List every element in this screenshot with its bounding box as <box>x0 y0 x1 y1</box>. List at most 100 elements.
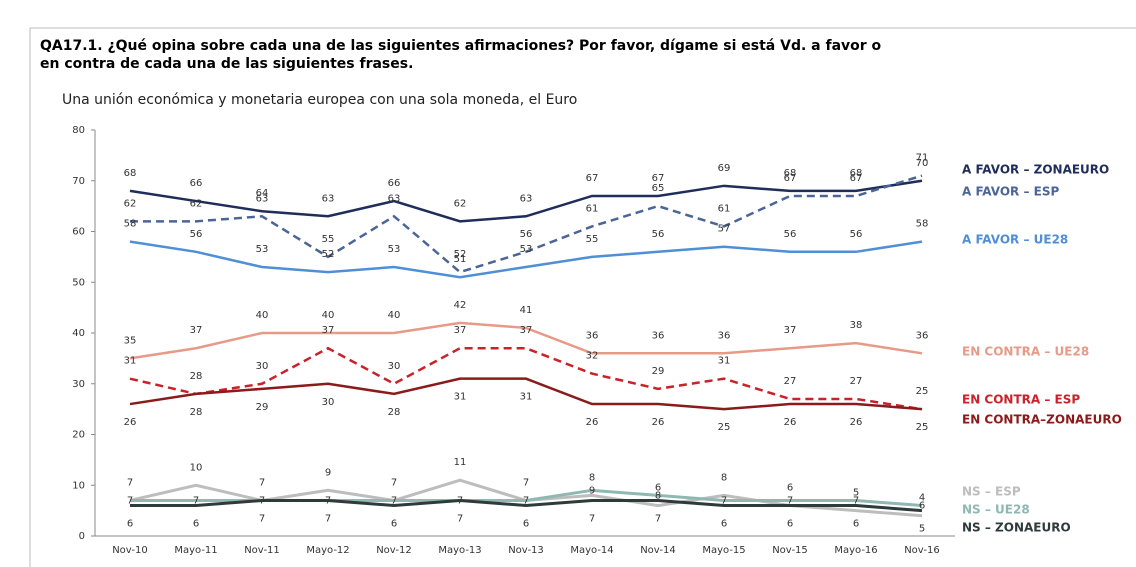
data-label: 51 <box>454 254 467 265</box>
data-label: 26 <box>850 417 863 428</box>
data-label: 62 <box>124 198 137 209</box>
data-label: 40 <box>388 310 401 321</box>
data-label: 7 <box>325 513 331 524</box>
x-tick-label: Mayo-16 <box>834 545 877 556</box>
data-label: 7 <box>589 513 595 524</box>
data-label: 29 <box>256 402 269 413</box>
legend-label: A FAVOR – UE28 <box>962 233 1068 247</box>
data-label: 7 <box>523 495 529 506</box>
y-tick-label: 50 <box>72 277 85 288</box>
y-tick-label: 70 <box>72 176 85 187</box>
data-label: 7 <box>127 477 133 488</box>
chart-title: en contra de cada una de las siguientes … <box>40 56 413 72</box>
data-label: 10 <box>190 462 203 473</box>
data-label: 56 <box>652 229 665 240</box>
data-label: 36 <box>652 330 665 341</box>
y-tick-label: 10 <box>72 480 85 491</box>
data-label: 28 <box>388 407 401 418</box>
data-label: 37 <box>454 325 467 336</box>
data-label: 25 <box>718 422 731 433</box>
series-line <box>129 377 923 411</box>
data-label: 70 <box>916 158 929 169</box>
series-line <box>130 498 923 513</box>
data-label: 30 <box>256 361 269 372</box>
data-label: 67 <box>586 173 599 184</box>
series-line <box>130 174 923 274</box>
data-label: 32 <box>586 351 599 362</box>
data-label: 66 <box>388 178 401 189</box>
chart-subtitle: Una unión económica y monetaria europea … <box>62 92 577 108</box>
data-label: 61 <box>718 203 731 214</box>
x-tick-label: Nov-10 <box>112 545 148 556</box>
series-line <box>129 321 923 360</box>
data-label: 5 <box>919 524 925 535</box>
data-label: 63 <box>520 193 533 204</box>
x-tick-label: Mayo-11 <box>174 545 217 556</box>
legend-label: EN CONTRA–ZONAEURO <box>962 413 1122 427</box>
data-label: 26 <box>124 417 137 428</box>
series-line <box>129 240 923 279</box>
data-label: 37 <box>784 325 797 336</box>
data-label: 56 <box>190 229 203 240</box>
data-label: 56 <box>784 229 797 240</box>
data-label: 30 <box>322 397 335 408</box>
data-label: 37 <box>322 325 335 336</box>
data-label: 57 <box>718 224 731 235</box>
x-tick-label: Nov-15 <box>772 545 808 556</box>
legend-label: A FAVOR – ESP <box>962 185 1059 199</box>
data-label: 7 <box>391 495 397 506</box>
data-label: 6 <box>787 483 793 494</box>
data-label: 6 <box>655 483 661 494</box>
data-label: 56 <box>850 229 863 240</box>
data-label: 7 <box>787 495 793 506</box>
y-tick-label: 20 <box>72 430 85 441</box>
data-label: 28 <box>190 371 203 382</box>
data-label: 6 <box>787 519 793 530</box>
data-label: 35 <box>124 335 137 346</box>
data-label: 58 <box>916 219 929 230</box>
data-label: 53 <box>256 244 269 255</box>
data-label: 25 <box>916 386 929 397</box>
data-label: 28 <box>190 407 203 418</box>
data-label: 7 <box>457 513 463 524</box>
data-label: 30 <box>388 361 401 372</box>
data-label: 31 <box>718 356 731 367</box>
data-label: 52 <box>454 249 467 260</box>
data-label: 29 <box>652 366 665 377</box>
y-tick-label: 30 <box>72 379 85 390</box>
data-label: 58 <box>124 219 137 230</box>
data-label: 6 <box>193 519 199 530</box>
data-label: 62 <box>454 198 467 209</box>
data-label: 31 <box>454 392 467 403</box>
data-label: 36 <box>586 330 599 341</box>
data-label: 7 <box>259 513 265 524</box>
x-tick-label: Mayo-13 <box>438 545 481 556</box>
data-label: 38 <box>850 320 863 331</box>
data-label: 40 <box>322 310 335 321</box>
data-label: 6 <box>919 501 925 512</box>
data-label: 26 <box>652 417 665 428</box>
data-label: 8 <box>589 472 595 483</box>
data-label: 40 <box>256 310 269 321</box>
data-label: 36 <box>718 330 731 341</box>
data-label: 26 <box>586 417 599 428</box>
data-label: 63 <box>388 193 401 204</box>
data-label: 65 <box>652 183 665 194</box>
data-label: 67 <box>652 173 665 184</box>
x-tick-label: Nov-12 <box>376 545 412 556</box>
data-label: 62 <box>190 198 203 209</box>
data-label: 52 <box>322 249 335 260</box>
y-tick-label: 40 <box>72 328 85 339</box>
data-label: 4 <box>919 493 925 504</box>
series-line <box>129 179 923 223</box>
data-label: 6 <box>523 519 529 530</box>
data-label: 7 <box>523 477 529 488</box>
data-label: 67 <box>850 173 863 184</box>
y-tick-label: 80 <box>72 125 85 136</box>
data-label: 7 <box>391 477 397 488</box>
data-label: 7 <box>193 495 199 506</box>
data-label: 8 <box>721 472 727 483</box>
legend-label: NS – ESP <box>962 485 1021 499</box>
data-label: 27 <box>784 376 797 387</box>
